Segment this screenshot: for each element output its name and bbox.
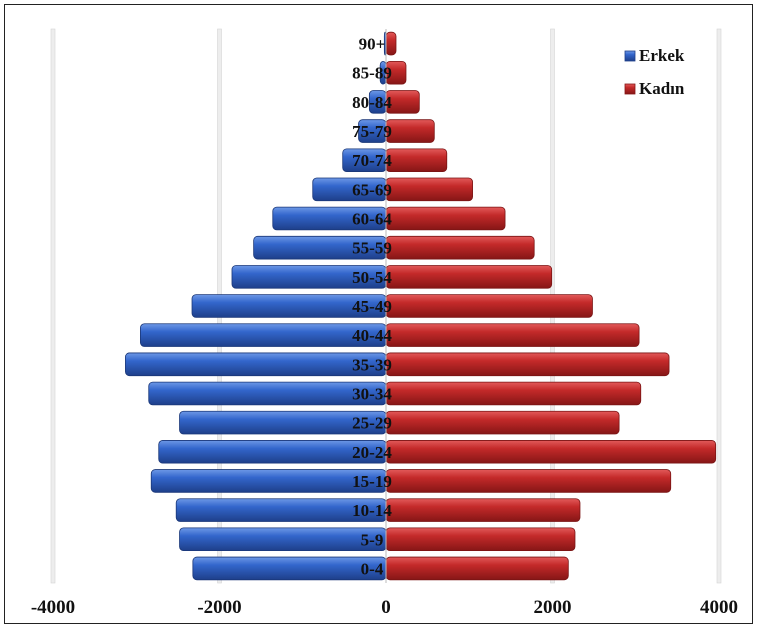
age-label-70-74: 70-74: [352, 151, 392, 170]
bar-kad-n-45-49: [385, 294, 593, 318]
age-label-60-64: 60-64: [352, 210, 392, 229]
bar-kad-n-25-29: [385, 410, 620, 435]
x-tick-label: -4000: [31, 597, 75, 618]
age-label-45-49: 45-49: [352, 297, 392, 316]
chart-frame: 0-4 5-9 10-14 15-19 20-24 25-29 30-34 35-39 40-4…: [4, 4, 753, 624]
bar-erkek-5-9: [179, 527, 387, 552]
age-label-50-54: 50-54: [352, 268, 392, 287]
bar-kad-n-30-34: [385, 381, 642, 406]
x-tick-label: -2000: [197, 597, 241, 618]
bar-kad-n-90+: [385, 31, 397, 56]
age-label-80-84: 80-84: [352, 93, 392, 112]
bar-kad-n-20-24: [385, 440, 717, 464]
legend-swatch-erkek: [624, 50, 636, 62]
x-tick-label: 4000: [700, 597, 738, 618]
age-label-25-29: 25-29: [352, 414, 392, 433]
bar-erkek-40-44: [140, 323, 387, 347]
bar-erkek-15-19: [150, 469, 387, 493]
age-label-30-34: 30-34: [352, 384, 392, 403]
age-label-65-69: 65-69: [352, 180, 392, 199]
age-label-85-89: 85-89: [352, 64, 392, 83]
age-label-75-79: 75-79: [352, 122, 392, 141]
x-axis-tick-labels: -4000 -2000 0 2000 4000: [31, 597, 738, 618]
age-label-10-14: 10-14: [352, 501, 392, 520]
bar-erkek-35-39: [125, 352, 387, 377]
bar-kad-n-5-9: [385, 527, 576, 552]
legend-swatch-kadin: [624, 83, 636, 95]
bar-kad-n-10-14: [385, 498, 581, 522]
bar-kad-n-15-19: [385, 469, 672, 493]
bar-erkek-0-4: [192, 556, 387, 581]
age-label-20-24: 20-24: [352, 443, 392, 462]
bar-kad-n-55-59: [385, 235, 535, 260]
x-tick-label: 2000: [534, 597, 572, 618]
legend-label-erkek: Erkek: [639, 46, 685, 65]
x-tick-label: 0: [381, 597, 391, 618]
age-labels: 0-4 5-9 10-14 15-19 20-24 25-29 30-34 35-39 40-4…: [352, 35, 392, 579]
bar-erkek-30-34: [148, 381, 387, 406]
age-label-40-44: 40-44: [352, 326, 392, 345]
gridline: [50, 28, 56, 584]
population-pyramid-chart: 0-4 5-9 10-14 15-19 20-24 25-29 30-34 35-39 40-4…: [31, 28, 738, 618]
legend: Erkek Kadın: [624, 46, 685, 98]
bar-kad-n-75-79: [385, 119, 435, 143]
bars: [125, 29, 717, 583]
bar-kad-n-0-4: [385, 556, 569, 581]
age-label-35-39: 35-39: [352, 355, 392, 374]
bar-kad-n-60-64: [385, 206, 506, 231]
bar-kad-n-50-54: [385, 265, 553, 289]
gridline: [716, 28, 722, 584]
bar-kad-n-35-39: [385, 352, 670, 377]
bar-kad-n-65-69: [385, 177, 473, 202]
age-label-15-19: 15-19: [352, 472, 392, 491]
legend-label-kadin: Kadın: [639, 79, 685, 98]
age-label-90+: 90+: [359, 35, 386, 54]
bar-kad-n-40-44: [385, 323, 640, 347]
age-label-0-4: 0-4: [361, 559, 384, 578]
age-label-5-9: 5-9: [361, 530, 384, 549]
age-label-55-59: 55-59: [352, 239, 392, 258]
bar-kad-n-70-74: [385, 148, 448, 172]
